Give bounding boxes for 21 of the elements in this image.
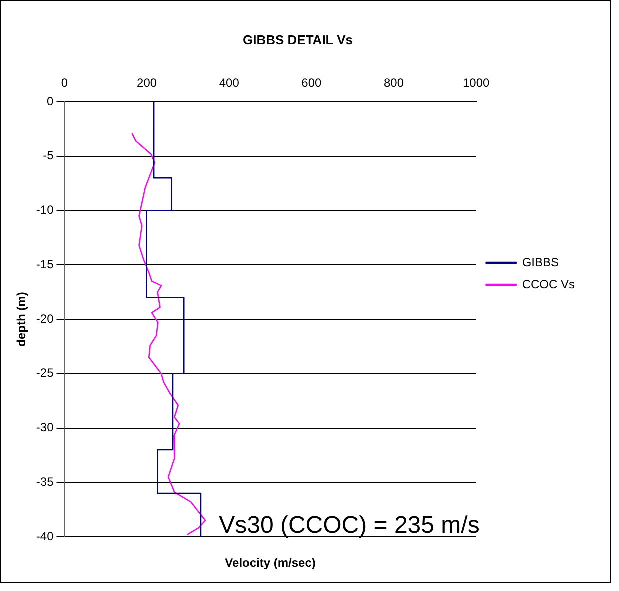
- y-tick-label: -35: [36, 474, 54, 489]
- x-tick-label: 800: [384, 76, 404, 90]
- annotation: Vs30 (CCOC) = 235 m/s: [219, 512, 480, 539]
- y-tick-label: -5: [43, 148, 54, 163]
- chart-title: GIBBS DETAIL Vs: [242, 32, 354, 48]
- y-tick-label: -25: [36, 366, 54, 380]
- y-tick-label: -40: [36, 529, 54, 544]
- x-axis-title: Velocity (m/sec): [225, 556, 316, 570]
- x-tick-label: 400: [219, 76, 240, 90]
- x-tick-label: 600: [302, 76, 322, 90]
- y-tick-label: -20: [36, 312, 54, 326]
- x-tick-label: 1000: [462, 76, 490, 90]
- y-tick-label: 0: [47, 94, 54, 108]
- y-axis-title: depth (m): [14, 292, 29, 347]
- y-tick-label: -10: [36, 203, 54, 218]
- y-tick-label: -30: [36, 420, 54, 435]
- x-tick-label: 0: [61, 76, 68, 90]
- x-tick-label: 200: [137, 76, 158, 90]
- legend-label: GIBBS: [522, 255, 560, 270]
- y-tick-label: -15: [36, 257, 54, 272]
- legend-label: CCOC Vs: [522, 277, 575, 292]
